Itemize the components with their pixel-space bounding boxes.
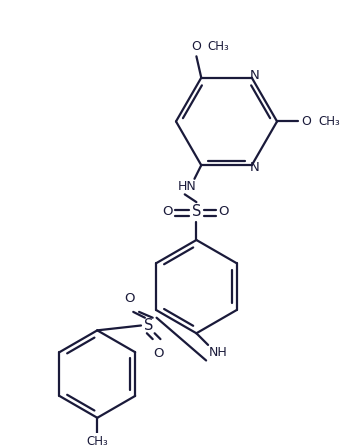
Text: CH₃: CH₃ [87, 434, 108, 446]
Text: N: N [250, 161, 259, 173]
Text: HN: HN [177, 180, 196, 193]
Text: S: S [144, 318, 153, 333]
Text: O: O [162, 205, 172, 218]
Text: O: O [191, 40, 201, 53]
Text: CH₃: CH₃ [207, 40, 229, 53]
Text: O: O [124, 292, 134, 305]
Text: S: S [192, 204, 201, 219]
Text: O: O [153, 347, 164, 360]
Text: O: O [301, 115, 311, 128]
Text: N: N [250, 69, 259, 82]
Text: NH: NH [208, 346, 227, 359]
Text: O: O [218, 205, 229, 218]
Text: CH₃: CH₃ [319, 115, 340, 128]
